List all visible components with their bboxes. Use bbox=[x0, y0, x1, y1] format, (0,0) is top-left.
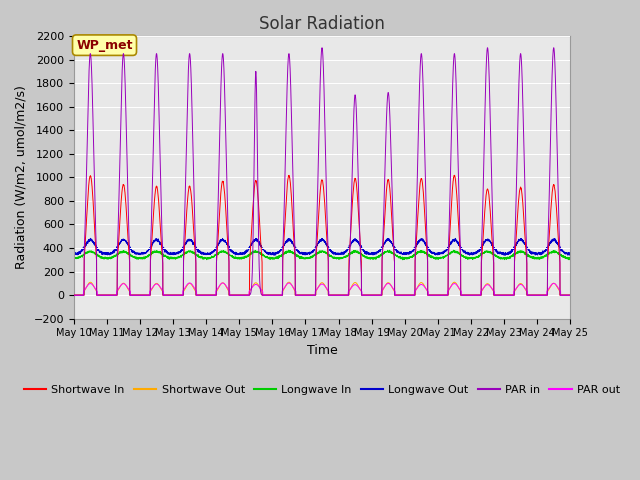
Title: Solar Radiation: Solar Radiation bbox=[259, 15, 385, 33]
X-axis label: Time: Time bbox=[307, 344, 337, 357]
Y-axis label: Radiation (W/m2, umol/m2/s): Radiation (W/m2, umol/m2/s) bbox=[15, 85, 28, 269]
Legend: Shortwave In, Shortwave Out, Longwave In, Longwave Out, PAR in, PAR out: Shortwave In, Shortwave Out, Longwave In… bbox=[19, 381, 625, 400]
Text: WP_met: WP_met bbox=[76, 39, 132, 52]
